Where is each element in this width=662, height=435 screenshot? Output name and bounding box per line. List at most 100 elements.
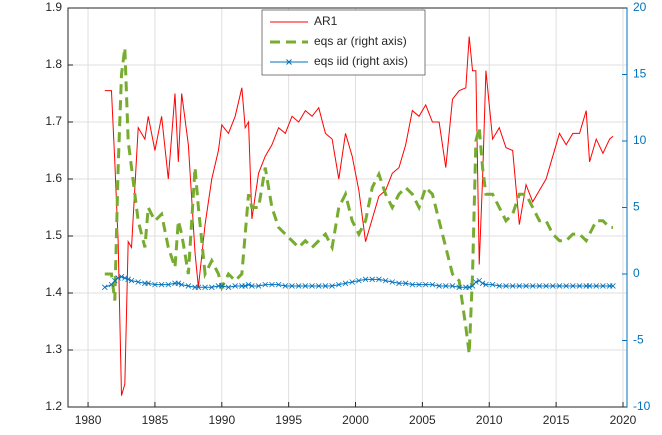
series-marker [529, 283, 536, 289]
series-marker [249, 283, 255, 289]
series-marker [342, 280, 349, 287]
series-marker [436, 283, 442, 289]
series-line [104, 276, 613, 288]
series-marker [101, 284, 108, 291]
y-tick-label: 1.7 [45, 114, 62, 128]
series-marker [282, 283, 289, 289]
series-marker [489, 281, 496, 288]
series-marker [309, 283, 315, 289]
series-marker [429, 281, 436, 288]
legend-label: AR1 [314, 14, 338, 28]
series-marker [473, 279, 479, 285]
series-marker [165, 281, 172, 288]
series-marker [225, 284, 232, 291]
legend-label: eqs iid (right axis) [314, 54, 408, 68]
series-marker [376, 276, 382, 283]
series-marker [469, 283, 476, 289]
series-marker [549, 283, 556, 289]
x-tick-label: 1995 [275, 413, 302, 427]
series-marker [245, 281, 252, 288]
series-marker [496, 283, 503, 289]
series-marker [402, 280, 409, 287]
series-marker [476, 277, 483, 284]
y-tick-label: 1.5 [45, 228, 62, 242]
y2-tick-label: 5 [633, 200, 640, 214]
series-marker [125, 276, 131, 283]
series-marker [389, 279, 396, 285]
series-marker [128, 277, 135, 284]
series-marker [262, 281, 269, 288]
series-marker [610, 283, 616, 289]
series-marker [416, 281, 422, 288]
series-marker [396, 280, 402, 287]
series-line [104, 47, 613, 354]
y-tick-label: 1.3 [45, 342, 62, 356]
y2-tick-label: -5 [633, 333, 644, 347]
series-marker [115, 275, 121, 281]
series-marker [118, 273, 125, 280]
series-marker [145, 280, 152, 287]
series-marker [556, 283, 563, 289]
series-marker [185, 283, 192, 289]
series-line [104, 36, 614, 396]
y2-tick-label: 0 [633, 266, 640, 280]
series-marker [409, 281, 416, 288]
series-marker [466, 284, 472, 291]
y2-tick-label: -10 [633, 399, 651, 413]
x-tick-label: 2020 [610, 413, 637, 427]
y2-tick-label: 10 [633, 133, 647, 147]
series-marker [208, 284, 215, 291]
series-marker [362, 276, 369, 283]
series-marker [586, 283, 593, 289]
series-marker [536, 283, 543, 289]
series-marker [135, 279, 141, 285]
series-marker [322, 283, 329, 289]
series-marker [543, 283, 549, 289]
x-tick-label: 2005 [409, 413, 436, 427]
x-tick-label: 2015 [543, 413, 570, 427]
series-marker [349, 279, 355, 285]
x-tick-label: 2010 [476, 413, 503, 427]
series-marker [600, 283, 606, 289]
y-tick-label: 1.2 [45, 399, 62, 413]
series-marker [108, 281, 115, 288]
series-marker [479, 280, 486, 287]
y-tick-label: 1.9 [45, 0, 62, 14]
series-marker [382, 277, 389, 284]
series-marker [242, 283, 248, 289]
series-marker [232, 283, 238, 289]
series-marker [195, 284, 202, 291]
series-marker [202, 284, 208, 291]
series-marker [269, 281, 275, 288]
series-marker [449, 283, 456, 289]
series-marker [315, 283, 322, 289]
y2-tick-label: 15 [633, 67, 647, 81]
series-marker [178, 281, 185, 288]
series-marker [158, 281, 165, 288]
x-tick-label: 1985 [142, 413, 169, 427]
y2-tick-label: 20 [633, 0, 647, 14]
series-marker [356, 277, 362, 284]
series-marker [422, 281, 429, 288]
x-tick-label: 1980 [75, 413, 102, 427]
series-marker [152, 281, 158, 288]
series-marker [443, 283, 449, 289]
legend-label: eqs ar (right axis) [314, 34, 407, 48]
series-marker [219, 283, 225, 289]
series-marker [175, 280, 182, 287]
legend: AR1 eqs ar (right axis) eqs iid (right axi… [261, 9, 426, 76]
series-marker [122, 275, 128, 281]
y-tick-label: 1.4 [45, 285, 62, 299]
y-tick-label: 1.6 [45, 171, 62, 185]
series-marker [275, 281, 282, 288]
series-marker [570, 283, 576, 289]
series-marker [369, 276, 376, 283]
x-tick-label: 1990 [208, 413, 235, 427]
series-marker [329, 283, 335, 289]
series-marker [523, 283, 529, 289]
series-marker [456, 284, 462, 291]
series-marker [112, 277, 118, 284]
y-tick-label: 1.8 [45, 57, 62, 71]
series-marker [563, 283, 569, 289]
